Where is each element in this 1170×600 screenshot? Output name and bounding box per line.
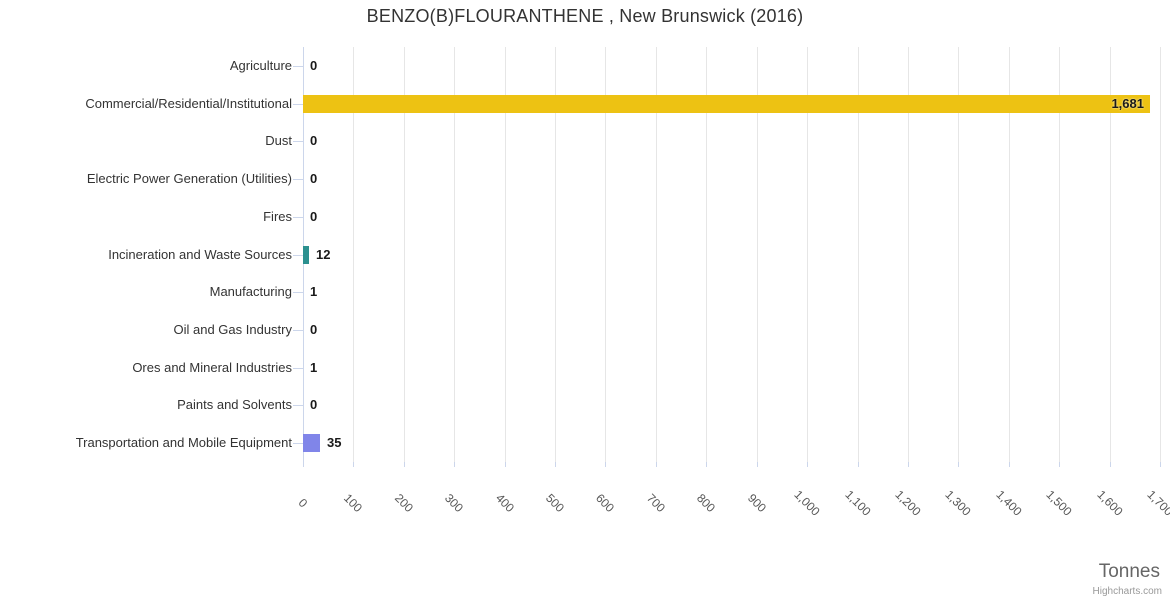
category-tick <box>293 368 303 369</box>
value-label: 0 <box>310 322 318 337</box>
x-axis-tick <box>1160 462 1161 467</box>
x-tick-label: 0 <box>295 495 311 511</box>
category-label: Oil and Gas Industry <box>173 322 293 337</box>
x-axis-tick <box>958 462 959 467</box>
x-tick-label: 1,600 <box>1094 487 1126 519</box>
x-tick-label: 1,000 <box>791 487 823 519</box>
x-axis-tick <box>454 462 455 467</box>
x-tick-label: 1,700 <box>1144 487 1170 519</box>
category-label: Electric Power Generation (Utilities) <box>86 171 292 186</box>
x-axis-tick <box>1059 462 1060 467</box>
highcharts-credit[interactable]: Highcharts.com <box>1092 586 1162 597</box>
category-label: Paints and Solvents <box>177 397 292 412</box>
category-label: Manufacturing <box>209 284 292 299</box>
category-tick <box>293 405 303 406</box>
x-tick-label: 1,200 <box>892 487 924 519</box>
category-label: Ores and Mineral Industries <box>132 360 292 375</box>
grid-line <box>1160 47 1161 462</box>
category-label: Dust <box>265 133 292 148</box>
x-axis-tick <box>858 462 859 467</box>
category-tick <box>293 255 303 256</box>
value-label: 0 <box>310 397 318 412</box>
value-label: 12 <box>316 247 331 262</box>
x-tick-label: 900 <box>744 490 770 516</box>
category-tick <box>293 179 303 180</box>
category-tick <box>293 104 303 105</box>
x-tick-label: 1,400 <box>993 487 1025 519</box>
value-label: 0 <box>310 171 318 186</box>
x-axis-tick <box>706 462 707 467</box>
grid-line <box>1110 47 1111 462</box>
x-axis-tick <box>555 462 556 467</box>
value-label: 0 <box>310 58 318 73</box>
value-label: 0 <box>310 133 318 148</box>
grid-line <box>757 47 758 462</box>
x-tick-label: 200 <box>391 490 417 516</box>
category-tick <box>293 141 303 142</box>
grid-line <box>1059 47 1060 462</box>
x-tick-label: 800 <box>693 490 719 516</box>
x-axis-tick <box>757 462 758 467</box>
category-label: Agriculture <box>229 58 292 73</box>
x-axis-tick <box>656 462 657 467</box>
x-tick-label: 300 <box>441 490 467 516</box>
category-tick <box>293 66 303 67</box>
grid-line <box>555 47 556 462</box>
category-tick <box>293 330 303 331</box>
bar[interactable] <box>303 246 309 264</box>
grid-line <box>1009 47 1010 462</box>
x-tick-label: 400 <box>492 490 518 516</box>
bar[interactable] <box>303 434 320 452</box>
grid-line <box>404 47 405 462</box>
grid-line <box>605 47 606 462</box>
x-axis-tick <box>353 462 354 467</box>
category-label: Transportation and Mobile Equipment <box>75 435 292 450</box>
grid-line <box>706 47 707 462</box>
x-axis-tick <box>404 462 405 467</box>
x-axis-title: Tonnes <box>1098 561 1160 582</box>
category-tick <box>293 443 303 444</box>
x-axis-tick <box>605 462 606 467</box>
x-axis-tick <box>1009 462 1010 467</box>
bar[interactable] <box>303 95 1150 113</box>
category-tick <box>293 292 303 293</box>
grid-line <box>454 47 455 462</box>
category-tick <box>293 217 303 218</box>
value-label: 1 <box>310 360 318 375</box>
x-tick-label: 1,300 <box>942 487 974 519</box>
grid-line <box>807 47 808 462</box>
x-axis-tick <box>303 462 304 467</box>
grid-line <box>858 47 859 462</box>
grid-line <box>656 47 657 462</box>
x-tick-label: 1,100 <box>842 487 874 519</box>
grid-line <box>958 47 959 462</box>
category-label: Incineration and Waste Sources <box>108 247 292 262</box>
grid-line <box>908 47 909 462</box>
x-axis-tick <box>807 462 808 467</box>
value-label: 1,681 <box>1111 96 1144 111</box>
x-tick-label: 500 <box>542 490 568 516</box>
value-label: 1 <box>310 284 318 299</box>
chart-title: BENZO(B)FLOURANTHENE , New Brunswick (20… <box>366 6 804 26</box>
grid-line <box>505 47 506 462</box>
value-label: 0 <box>310 209 318 224</box>
x-axis-tick <box>1110 462 1111 467</box>
grid-line <box>353 47 354 462</box>
x-tick-label: 100 <box>340 490 366 516</box>
x-tick-label: 600 <box>592 490 618 516</box>
value-label: 35 <box>327 435 342 450</box>
x-tick-label: 1,500 <box>1043 487 1075 519</box>
x-tick-label: 700 <box>643 490 669 516</box>
category-label: Commercial/Residential/Institutional <box>85 96 292 111</box>
x-axis-tick <box>908 462 909 467</box>
x-axis-tick <box>505 462 506 467</box>
category-label: Fires <box>263 209 292 224</box>
